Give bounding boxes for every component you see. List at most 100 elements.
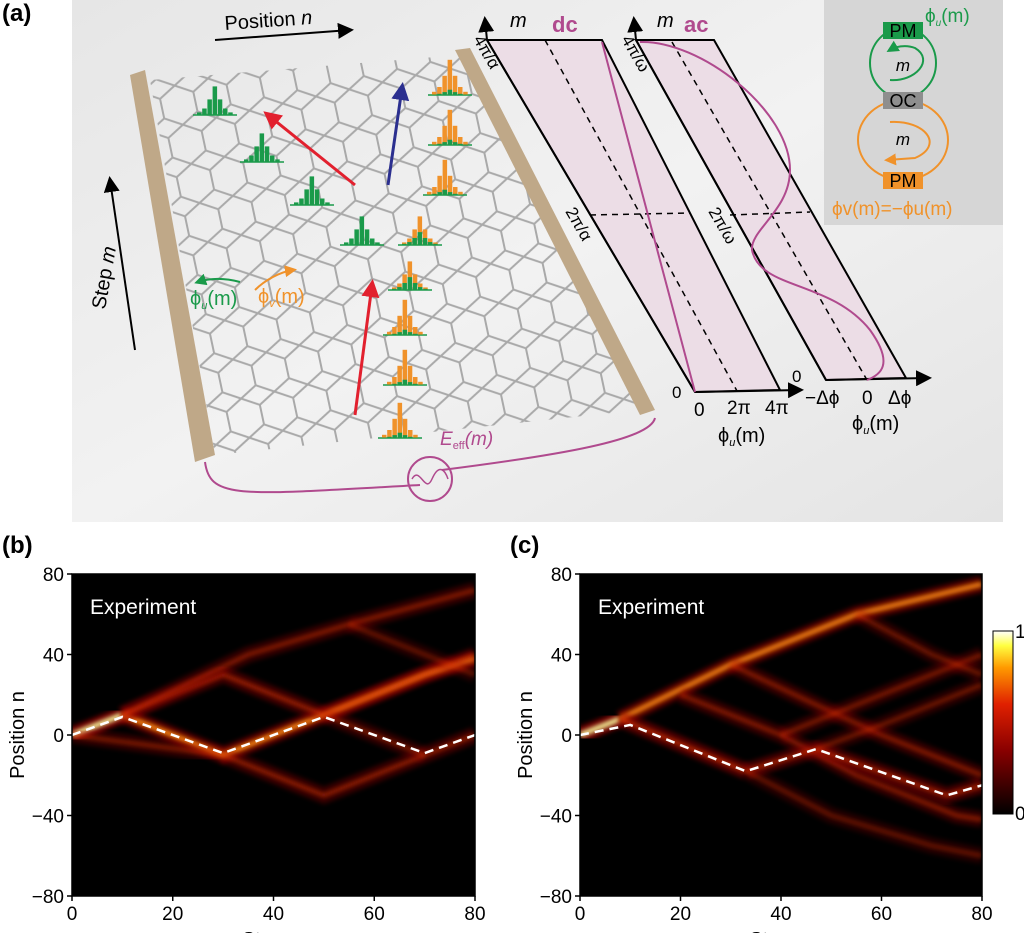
phi-u-label: ϕu(m) bbox=[190, 288, 237, 312]
histogram-bar bbox=[413, 327, 418, 335]
histogram-bar-green bbox=[433, 243, 438, 245]
histogram-bar bbox=[417, 216, 423, 245]
dc-x-axis-label: ϕu(m) bbox=[718, 425, 765, 449]
histogram-bar-green bbox=[417, 232, 423, 245]
histogram-bar bbox=[275, 159, 280, 162]
histogram-bar-green bbox=[397, 332, 402, 335]
center-of-mass-dashed-line bbox=[72, 715, 475, 755]
beam bbox=[580, 716, 622, 738]
histogram-bar bbox=[397, 315, 402, 335]
histogram-bar-green bbox=[442, 189, 448, 195]
y-tick-label: 80 bbox=[43, 565, 64, 586]
beam bbox=[815, 683, 982, 751]
heatmap-c: Experiment 0 20 40 60 80 80 40 0 −40 −80 Step m Posi… bbox=[515, 565, 993, 933]
histogram-bar-green bbox=[392, 383, 397, 385]
histogram-bar-green bbox=[452, 142, 458, 145]
histogram-bar bbox=[387, 381, 392, 385]
histogram-bar bbox=[354, 229, 359, 245]
histogram-bar bbox=[447, 109, 453, 145]
histogram-bar-green bbox=[407, 332, 413, 335]
histogram-bar bbox=[397, 283, 402, 290]
histogram-bar bbox=[364, 229, 370, 245]
panel-label-c: (c) bbox=[510, 532, 540, 559]
histogram-bar bbox=[402, 418, 408, 438]
histogram-bar bbox=[453, 187, 458, 195]
histogram-bar-green bbox=[418, 287, 423, 290]
red-arrow-upper bbox=[263, 111, 356, 187]
histogram-bar-green bbox=[397, 382, 402, 385]
dc-tick: 0 bbox=[694, 400, 705, 421]
loop-m-label: m bbox=[896, 56, 910, 75]
histogram-bar-green bbox=[408, 436, 413, 438]
histogram-bar bbox=[442, 125, 447, 145]
histogram-bar bbox=[407, 315, 413, 335]
histogram-bar-green bbox=[397, 432, 403, 438]
histogram-bar bbox=[244, 159, 249, 162]
histogram-bar bbox=[397, 402, 403, 438]
dc-origin-label: 0 bbox=[672, 383, 681, 402]
histogram-bar-green bbox=[442, 142, 447, 145]
x-tick-label: 0 bbox=[67, 904, 78, 925]
histogram-bar bbox=[408, 430, 413, 438]
histogram-bar bbox=[407, 261, 413, 290]
beam bbox=[121, 588, 475, 717]
beam bbox=[222, 733, 475, 797]
histogram-bar bbox=[458, 87, 463, 95]
histogram-bar bbox=[264, 146, 270, 162]
histogram-bar bbox=[437, 87, 442, 95]
histogram-bar bbox=[299, 198, 304, 205]
x-tick-label: 80 bbox=[464, 904, 485, 925]
blue-arrow bbox=[386, 82, 410, 186]
histogram-bar bbox=[392, 418, 397, 438]
x-tick-label: 60 bbox=[364, 904, 385, 925]
histogram-bar-green bbox=[402, 329, 408, 335]
histogram-bar-green bbox=[458, 93, 463, 95]
heatmap-panels: 1 0 Experiment 0 20 40 60 80 80 40 0 −40 −80 Step m… bbox=[7, 565, 1024, 933]
histogram-bar bbox=[452, 125, 458, 145]
dc-m-axis-label: m bbox=[510, 10, 527, 32]
dc-label: dc bbox=[552, 12, 578, 37]
honeycomb-lattice bbox=[150, 55, 640, 455]
histogram-bar-green bbox=[402, 379, 408, 385]
phi-v-label: ϕv(m) bbox=[258, 286, 305, 310]
histogram-bar bbox=[387, 430, 392, 438]
position-axis-label: Position n bbox=[224, 7, 313, 35]
ac-tick: Δϕ bbox=[888, 388, 911, 409]
histogram-bar bbox=[325, 202, 330, 205]
beam bbox=[855, 612, 982, 677]
x-tick-label: 20 bbox=[670, 904, 691, 925]
x-tick-label: 40 bbox=[770, 904, 791, 925]
histogram-bar bbox=[442, 75, 447, 95]
dc-phase-plot: m dc 4π/α 2π/α 0 0 2π 4π ϕu(m) bbox=[470, 10, 804, 449]
histogram-bar-green bbox=[392, 288, 397, 290]
histogram-bar bbox=[217, 99, 223, 115]
y-tick-label: 40 bbox=[43, 646, 64, 667]
histogram-bar-green bbox=[407, 277, 413, 290]
colorbar-min-label: 0 bbox=[1015, 804, 1024, 825]
histogram-bar bbox=[309, 176, 315, 205]
histogram-bar bbox=[437, 175, 442, 195]
dc-tick: 2π bbox=[727, 398, 751, 419]
y-tick-label: 0 bbox=[53, 726, 64, 747]
histogram-bar-green bbox=[413, 383, 418, 385]
histogram-bar bbox=[427, 191, 432, 195]
phi-u-arrow bbox=[194, 273, 241, 286]
beam bbox=[745, 769, 982, 858]
pm-top-label: PM bbox=[890, 21, 917, 41]
field-label: Eeff(m) bbox=[440, 429, 493, 452]
histogram-bar bbox=[437, 137, 442, 145]
histogram-bar bbox=[344, 242, 349, 245]
histogram-bar bbox=[423, 287, 428, 290]
left-rail bbox=[130, 70, 215, 462]
histogram-bar bbox=[304, 189, 309, 205]
heatmap-title: Experiment bbox=[598, 596, 704, 619]
histogram-bar-green bbox=[428, 242, 433, 245]
histogram-bar-green bbox=[387, 436, 392, 438]
histogram-bar-green bbox=[422, 237, 428, 245]
histogram-bar bbox=[254, 146, 259, 162]
y-tick-label: −40 bbox=[32, 807, 64, 828]
histogram-bar-green bbox=[453, 193, 458, 195]
y-tick-label: 40 bbox=[551, 646, 572, 667]
histogram-bar-green bbox=[423, 288, 428, 290]
histogram-bar-green bbox=[412, 237, 417, 245]
